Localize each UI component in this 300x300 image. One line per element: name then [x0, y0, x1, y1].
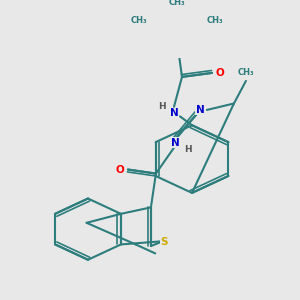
Text: S: S [160, 237, 168, 247]
Text: CH₃: CH₃ [238, 68, 254, 77]
Text: O: O [116, 164, 124, 175]
Text: CH₃: CH₃ [207, 16, 223, 25]
Text: N: N [169, 108, 178, 118]
Text: H: H [184, 145, 192, 154]
Text: O: O [216, 68, 224, 78]
Text: H: H [158, 102, 166, 111]
Text: N: N [170, 138, 179, 148]
Text: CH₃: CH₃ [131, 16, 147, 25]
Text: N: N [196, 105, 204, 115]
Text: CH₃: CH₃ [169, 0, 185, 7]
